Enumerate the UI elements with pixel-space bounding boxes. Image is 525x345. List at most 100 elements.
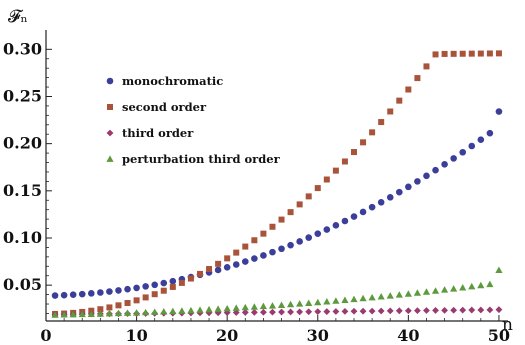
data-point <box>96 310 104 317</box>
data-point <box>296 238 303 245</box>
data-point <box>133 297 140 304</box>
legend-marker <box>106 129 114 137</box>
data-point <box>78 290 86 298</box>
data-point <box>260 252 267 259</box>
data-point <box>278 245 285 253</box>
data-point <box>214 309 222 317</box>
data-point <box>314 230 322 237</box>
data-point <box>69 310 77 318</box>
legend-marker <box>107 104 113 110</box>
data-point <box>197 270 203 277</box>
data-point <box>422 288 431 295</box>
data-point <box>414 75 421 82</box>
data-point <box>386 194 394 201</box>
series-1 <box>52 50 502 317</box>
data-marks <box>51 50 503 318</box>
data-point <box>214 305 222 312</box>
data-point <box>495 50 502 57</box>
data-point <box>142 283 149 290</box>
data-point <box>468 282 476 290</box>
data-point <box>395 291 403 298</box>
data-point <box>232 304 240 311</box>
data-point <box>386 292 394 299</box>
data-point <box>341 296 349 303</box>
data-point <box>87 290 95 297</box>
data-point <box>368 203 376 211</box>
data-point <box>486 50 493 57</box>
data-point <box>413 289 422 296</box>
legend-marker <box>106 77 114 85</box>
data-point <box>296 300 304 307</box>
data-point <box>115 287 122 294</box>
data-point <box>450 155 457 162</box>
data-point <box>97 306 104 313</box>
data-point <box>423 172 430 180</box>
data-point <box>359 208 367 216</box>
data-point <box>305 308 313 316</box>
data-point <box>405 183 412 191</box>
data-point <box>224 255 231 262</box>
x-tick-label: 20 <box>216 326 238 345</box>
data-point <box>214 266 222 274</box>
data-point <box>305 234 313 241</box>
data-point <box>495 306 503 314</box>
data-point <box>160 287 167 294</box>
data-point <box>387 108 394 115</box>
data-point <box>296 201 303 208</box>
data-point <box>323 308 331 315</box>
data-point <box>51 311 59 318</box>
x-tick-label: 30 <box>307 326 329 345</box>
x-axis-label: n <box>502 315 513 335</box>
x-tick-label: 10 <box>125 326 147 345</box>
data-point <box>305 299 313 306</box>
data-point <box>359 307 367 315</box>
data-point <box>432 307 439 314</box>
data-point <box>350 295 358 303</box>
data-point <box>215 260 222 267</box>
data-point <box>169 277 177 285</box>
data-point <box>178 307 186 314</box>
data-point <box>378 119 385 126</box>
legend-marker <box>106 155 114 162</box>
data-point <box>196 306 204 313</box>
data-point <box>414 307 421 315</box>
data-point <box>396 97 403 104</box>
data-point <box>486 129 494 137</box>
data-point <box>441 50 448 57</box>
data-point <box>486 306 494 314</box>
data-point <box>241 258 249 265</box>
y-axis-label: 𝓕ₙ <box>8 7 28 27</box>
data-point <box>432 51 439 58</box>
data-point <box>323 297 331 305</box>
data-point <box>351 149 357 156</box>
data-point <box>332 308 340 315</box>
data-point <box>287 241 294 249</box>
data-point <box>151 308 159 315</box>
data-point <box>277 301 286 308</box>
data-point <box>404 290 412 297</box>
data-point <box>206 266 213 273</box>
data-point <box>332 297 340 304</box>
data-point <box>423 307 430 314</box>
data-point <box>60 311 68 318</box>
data-point <box>114 309 123 317</box>
data-point <box>205 305 213 313</box>
data-point <box>450 306 458 314</box>
data-point <box>268 302 277 309</box>
data-point <box>69 291 77 298</box>
data-point <box>495 108 503 115</box>
data-point <box>468 50 475 57</box>
series-3 <box>51 266 503 318</box>
data-point <box>269 248 276 256</box>
data-point <box>441 161 448 168</box>
data-point <box>132 309 141 316</box>
axes <box>45 30 508 322</box>
data-point <box>468 142 476 150</box>
data-point <box>450 285 458 292</box>
data-point <box>440 286 449 293</box>
data-point <box>123 309 132 316</box>
data-point <box>368 307 376 315</box>
data-point <box>404 307 412 315</box>
data-point <box>459 284 467 291</box>
x-tick-label: 50 <box>488 326 510 345</box>
